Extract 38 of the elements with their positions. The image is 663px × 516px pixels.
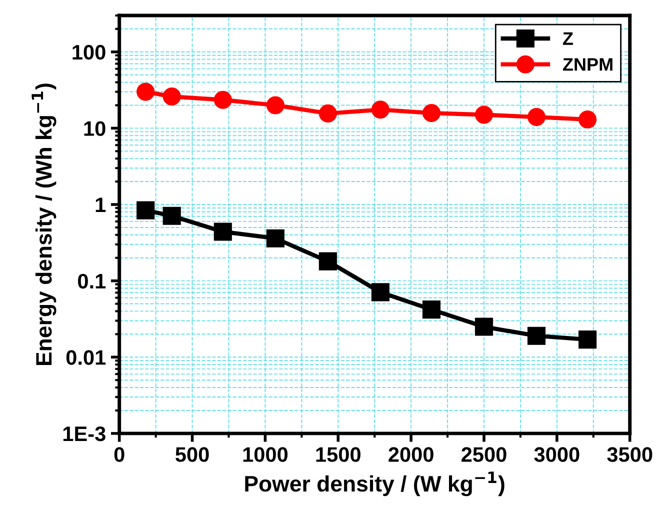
point [162,88,181,106]
point [318,252,337,270]
point [371,100,390,119]
point [318,104,337,122]
point [136,201,155,220]
point [474,106,494,124]
point [214,90,232,109]
y-tick-label: 0.01 [66,350,106,365]
x-tick-label: 1500 [316,447,360,462]
y-tick-label: 1E-3 [63,426,106,442]
x-tick-label: 1000 [243,447,288,462]
point [371,283,390,302]
point [214,222,232,241]
y-tick-label: 1 [96,198,106,212]
x-tick-label: 0 [114,447,124,462]
y-axis-title: Energy density / (Wh kg$^{−1}$) [32,84,56,365]
x-tick-label: 3500 [607,447,652,462]
point [578,330,597,349]
y-tick-label: 10 [84,121,106,136]
point [266,96,284,114]
legend-label: ZNPM [562,58,612,71]
point [136,82,155,101]
point [266,229,284,248]
point [578,110,597,129]
point [422,104,441,122]
point [527,326,546,345]
point [162,206,181,225]
y-tick-label: 0.1 [78,274,106,289]
x-tick-label: 3000 [534,447,580,462]
y-tick-label: 100 [72,44,106,60]
point [474,318,494,336]
x-axis-title: Power density / (W kg$^{−1}$) [245,472,504,496]
x-tick-label: 2000 [388,447,434,462]
point [422,300,441,319]
point [527,108,546,126]
x-tick-label: 2500 [462,447,506,462]
x-tick-label: 500 [176,447,209,462]
legend-label: Z [562,32,573,45]
